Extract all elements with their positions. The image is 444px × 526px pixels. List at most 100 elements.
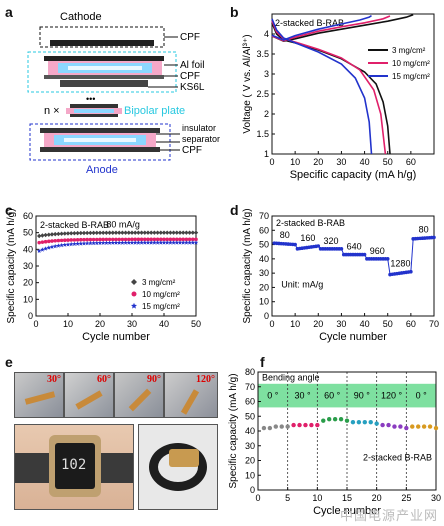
chart-c-point-s1-7 xyxy=(56,238,61,243)
chart-c-point-s1-13 xyxy=(75,237,80,242)
label-bipolar-plate: Bipolar plate xyxy=(124,105,185,117)
chart-c-point-s1-22 xyxy=(104,237,109,242)
panel-label-b: b xyxy=(230,4,239,20)
chart-b-xtick-label-2: 20 xyxy=(313,157,323,167)
chart-b-legend-label-2: 15 mg/cm² xyxy=(392,72,430,81)
chart-b-ytick-label-4: 3 xyxy=(264,69,269,79)
chart-d-connector-6 xyxy=(410,238,414,272)
chart-c-point-s2-23 xyxy=(107,240,112,245)
chart-f-ytick-label-3: 30 xyxy=(245,441,255,451)
bending-photo-90: 90° xyxy=(114,372,164,418)
chart-f-svg: Bending angle 0 ° 30 ° 60 ° 90 ° 120 ° 0 ° 0 5 10… xyxy=(228,367,441,517)
chart-c-point-s1-44 xyxy=(175,237,179,242)
chart-c-point-s1-5 xyxy=(50,239,54,243)
chart-c-point-s0-3 xyxy=(43,232,48,238)
chart-c-point-s1-8 xyxy=(59,238,64,243)
chart-f-annotation: 2-stacked B-RAB xyxy=(363,453,432,463)
chart-b-series-1-discharge xyxy=(271,20,387,155)
chart-f-xtick-label-0: 0 xyxy=(255,493,260,503)
chart-c-point-s0-15 xyxy=(81,230,87,236)
angle-label-90: 90° xyxy=(147,374,161,385)
chart-c-point-s2-45 xyxy=(177,240,183,245)
chart-f-point-7 xyxy=(303,422,308,428)
chart-c-point-s0-38 xyxy=(155,230,160,235)
chart-c-point-s1-1 xyxy=(37,240,41,245)
chart-c-point-s2-10 xyxy=(65,242,71,247)
chart-c-point-s2-48 xyxy=(187,240,192,245)
chart-c-point-s1-36 xyxy=(149,237,153,242)
chart-f-xtick-label-6: 30 xyxy=(431,493,441,503)
chart-c-point-s2-50 xyxy=(193,240,199,245)
chart-f-xtick-label-2: 10 xyxy=(312,493,322,503)
chart-c-point-s0-40 xyxy=(161,230,167,235)
chart-c-point-s2-32 xyxy=(136,240,141,245)
chart-c-point-s0-19 xyxy=(94,230,99,236)
chart-f-point-8 xyxy=(309,422,314,428)
chart-c-point-s1-16 xyxy=(85,237,89,242)
chart-c-point-s0-12 xyxy=(72,230,77,236)
chart-c-xlabel: Cycle number xyxy=(82,331,150,343)
chart-c-legend-marker-2 xyxy=(131,302,137,309)
chart-d-ytick-label-6: 60 xyxy=(259,225,269,235)
chart-d-xtick-label-2: 20 xyxy=(313,319,323,329)
chart-f-point-6 xyxy=(297,422,302,428)
chart-d-xtick-label-1: 10 xyxy=(290,319,300,329)
chart-f-ylabel: Specific capacity (mA h/g) xyxy=(228,373,239,488)
angle-label-60: 60° xyxy=(97,374,111,385)
chart-f-point-25 xyxy=(410,424,415,429)
chart-f-point-4 xyxy=(285,424,290,429)
chart-c-point-s0-11 xyxy=(69,231,74,236)
chart-b-ylabel: Voltage ( V vs. Al/Al³⁺) xyxy=(242,34,253,133)
chart-c-point-s2-38 xyxy=(155,240,160,245)
chart-f-point-23 xyxy=(398,424,403,429)
chart-c-point-s2-31 xyxy=(132,240,138,245)
chart-d-rate-label-3: 640 xyxy=(347,242,362,252)
chart-d-point-6-70 xyxy=(432,235,436,240)
chart-d-xtick-label-7: 70 xyxy=(429,319,439,329)
battery-schematic: Cathode CPF Al foil CPF KS6L n × ••• Bip… xyxy=(27,11,220,176)
chart-d-annotation: 2-stacked B-RAB xyxy=(276,218,345,228)
chart-c-point-s2-34 xyxy=(142,240,148,245)
chart-b-ytick-label-0: 1 xyxy=(264,149,269,159)
chart-d-ytick-label-3: 30 xyxy=(259,268,269,278)
chart-c-point-s1-6 xyxy=(53,238,57,243)
chart-c-point-s2-21 xyxy=(100,240,106,245)
chart-c-point-s1-15 xyxy=(82,237,86,242)
chart-c-point-s2-14 xyxy=(78,241,84,246)
chart-c-ytick-label-5: 50 xyxy=(23,228,33,238)
chart-c-point-s2-37 xyxy=(152,240,157,245)
chart-c-point-s1-46 xyxy=(181,237,185,242)
chart-c-point-s1-12 xyxy=(72,238,77,242)
chart-c-point-s1-47 xyxy=(184,237,189,242)
panel-label-e: e xyxy=(5,354,13,370)
chart-c-point-s1-39 xyxy=(159,237,163,242)
chart-c-point-s2-27 xyxy=(120,240,125,245)
chart-c-ytick-label-3: 30 xyxy=(23,261,33,271)
chart-d-point-3-40 xyxy=(362,252,367,257)
chart-d-unit-label: Unit: mA/g xyxy=(281,279,323,289)
panel-d-rate-chart: d 0 10 20 30 40 50 60 70 0 10 20 30 40 50 60 70 Cycle nu… xyxy=(222,200,444,350)
label-dots: ••• xyxy=(86,94,95,104)
chart-c-point-s0-34 xyxy=(142,230,147,235)
chart-f-point-5 xyxy=(291,422,296,428)
chart-c-point-s0-41 xyxy=(165,230,170,235)
chart-d-rate-label-6: 80 xyxy=(419,224,429,234)
chart-c-point-s2-12 xyxy=(72,241,77,246)
wrist-watch-photo: 102 xyxy=(14,424,134,510)
chart-c-legend-marker-1 xyxy=(131,291,137,297)
chart-f-ytick-label-5: 50 xyxy=(245,411,255,421)
chart-f-xtick-label-5: 25 xyxy=(401,493,411,503)
chart-c-point-s1-29 xyxy=(127,237,131,242)
chart-c-point-s2-24 xyxy=(110,240,116,245)
bending-photo-60: 60° xyxy=(64,372,114,418)
chart-d-xtick-label-6: 60 xyxy=(406,319,416,329)
panel-label-d: d xyxy=(230,202,239,218)
chart-d-connector-3 xyxy=(340,248,345,255)
chart-c-point-s1-48 xyxy=(187,237,192,242)
chart-c-point-s0-48 xyxy=(187,230,192,235)
chart-c-point-s2-40 xyxy=(161,240,167,245)
chart-d-xtick-label-4: 40 xyxy=(360,319,370,329)
chart-b-xtick-label-1: 10 xyxy=(290,157,300,167)
chart-c-point-s1-50 xyxy=(194,237,198,242)
chart-c-point-s1-33 xyxy=(139,237,144,242)
